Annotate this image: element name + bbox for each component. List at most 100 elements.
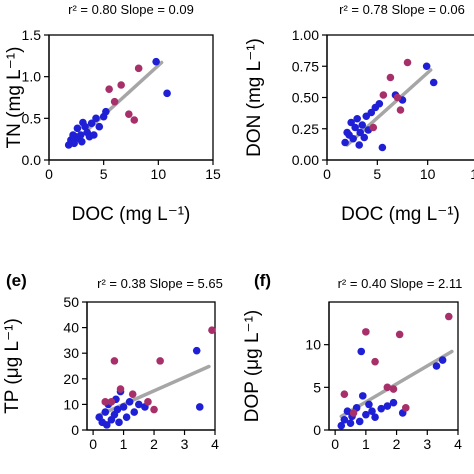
data-point-magenta (401, 404, 410, 412)
x-tick-label: 5 (100, 166, 108, 182)
y-tick-label: 40 (63, 320, 79, 336)
data-point-magenta (403, 58, 412, 67)
panel-4: (f) r² = 0.40 Slope = 2.11 0 1 2 3 4 0 5 10 DOP (μ… (242, 271, 462, 452)
data-point-blue (122, 413, 131, 422)
x-axis-label: DOC (mg L⁻¹) (72, 204, 191, 225)
stat-annotation: r² = 0.40 Slope = 2.11 (338, 276, 463, 291)
plot-frame (86, 301, 216, 431)
data-point-blue (422, 62, 431, 71)
x-tick-label: 5 (373, 166, 381, 182)
data-point-blue (377, 404, 386, 413)
data-point-blue (343, 407, 352, 416)
data-point-blue (375, 99, 384, 108)
data-point-magenta (116, 385, 125, 393)
x-tick-label: 15 (470, 166, 474, 182)
data-point-magenta (362, 328, 370, 336)
y-tick-label: 5 (313, 379, 321, 395)
data-point-blue (130, 408, 139, 416)
y-tick-label: 0.50 (292, 90, 319, 106)
data-point-magenta (393, 93, 402, 102)
data-point-magenta (369, 123, 378, 132)
data-point-blue (351, 123, 359, 132)
data-point-blue (353, 114, 362, 123)
data-point-blue (90, 131, 98, 139)
data-point-blue (119, 403, 128, 411)
data-point-blue (163, 89, 171, 98)
x-tick-label: 0 (323, 166, 331, 182)
data-point-blue (337, 421, 346, 430)
data-point-magenta (349, 409, 358, 417)
data-point-blue (429, 78, 438, 87)
y-axis-label: TP (μg L⁻¹) (2, 318, 23, 414)
data-point-blue (76, 131, 85, 139)
y-axis-label: TN (mg L⁻¹) (4, 47, 25, 149)
data-point-blue (355, 417, 364, 426)
data-point-blue (340, 415, 349, 424)
data-point-blue (346, 419, 355, 427)
x-axis-label: DOC (mg L⁻¹) (341, 204, 460, 225)
data-point-magenta (340, 390, 349, 398)
x-tick-label: 0 (45, 166, 53, 182)
y-tick-label: 0.25 (292, 121, 319, 137)
y-tick-label: 10 (63, 396, 79, 412)
data-point-blue (192, 346, 201, 355)
x-tick-label: 1 (120, 436, 128, 452)
data-point-blue (378, 143, 387, 152)
y-tick-label: 20 (63, 371, 79, 387)
x-tick-label: 3 (181, 436, 189, 452)
data-point-magenta (117, 81, 125, 89)
data-point-blue (355, 141, 364, 149)
data-point-magenta (386, 73, 395, 82)
x-tick-label: 4 (211, 436, 219, 452)
data-point-blue (357, 347, 366, 356)
y-tick-label: 0.5 (22, 110, 42, 126)
data-point-magenta (128, 390, 137, 398)
data-point-blue (195, 403, 204, 411)
data-point-blue (349, 134, 357, 143)
panel-3: (e) r² = 0.38 Slope = 5.650 1 2 3 40102030405… (2, 271, 223, 452)
y-tick-label: 10 (305, 337, 321, 353)
panel-label: (f) (254, 271, 271, 290)
panel-2: r² = 0.78 Slope = 0.06 0 5 10 15 0.00 0.25 0.50… (244, 2, 474, 225)
panel-1: r² = 0.80 Slope = 0.09 0 5 10 15 0.0 0.5 1.0 1.5… (4, 2, 221, 225)
data-point-magenta (110, 97, 119, 106)
data-point-magenta (150, 405, 158, 414)
data-point-blue (341, 138, 349, 147)
data-point-blue (358, 121, 367, 129)
data-point-magenta (125, 110, 133, 118)
data-point-blue (78, 137, 86, 146)
x-tick-label: 1 (362, 436, 370, 452)
data-point-magenta (134, 64, 143, 73)
data-point-magenta (130, 116, 139, 124)
stat-annotation: r² = 0.80 Slope = 0.09 (68, 2, 194, 17)
data-point-blue (87, 119, 96, 128)
y-tick-label: 1.5 (22, 27, 42, 43)
y-axis-label: DOP (μg L⁻¹) (242, 310, 263, 422)
data-point-magenta (156, 357, 164, 365)
x-tick-label: 10 (420, 166, 436, 182)
data-point-blue (125, 398, 134, 406)
x-tick-label: 2 (150, 436, 158, 452)
y-tick-label: 30 (63, 345, 79, 361)
data-point-blue (152, 57, 160, 66)
x-tick-label: 15 (205, 166, 221, 182)
data-point-blue (362, 410, 370, 419)
x-tick-label: 2 (393, 436, 401, 452)
data-point-magenta (208, 326, 216, 334)
data-point-magenta (379, 91, 388, 99)
y-tick-label: 0 (313, 422, 321, 438)
data-point-blue (115, 418, 123, 427)
data-point-magenta (105, 85, 113, 93)
plot-frame (328, 301, 459, 431)
y-tick-label: 50 (63, 294, 79, 310)
data-point-blue (103, 421, 111, 429)
data-point-blue (92, 114, 100, 123)
data-point-magenta (107, 398, 116, 406)
data-point-blue (95, 122, 104, 131)
y-tick-label: 0.00 (292, 152, 319, 168)
data-point-magenta (395, 330, 404, 339)
data-point-magenta (110, 357, 119, 365)
y-tick-label: 0.75 (292, 58, 319, 74)
data-point-blue (438, 356, 447, 364)
data-point-blue (432, 362, 441, 370)
